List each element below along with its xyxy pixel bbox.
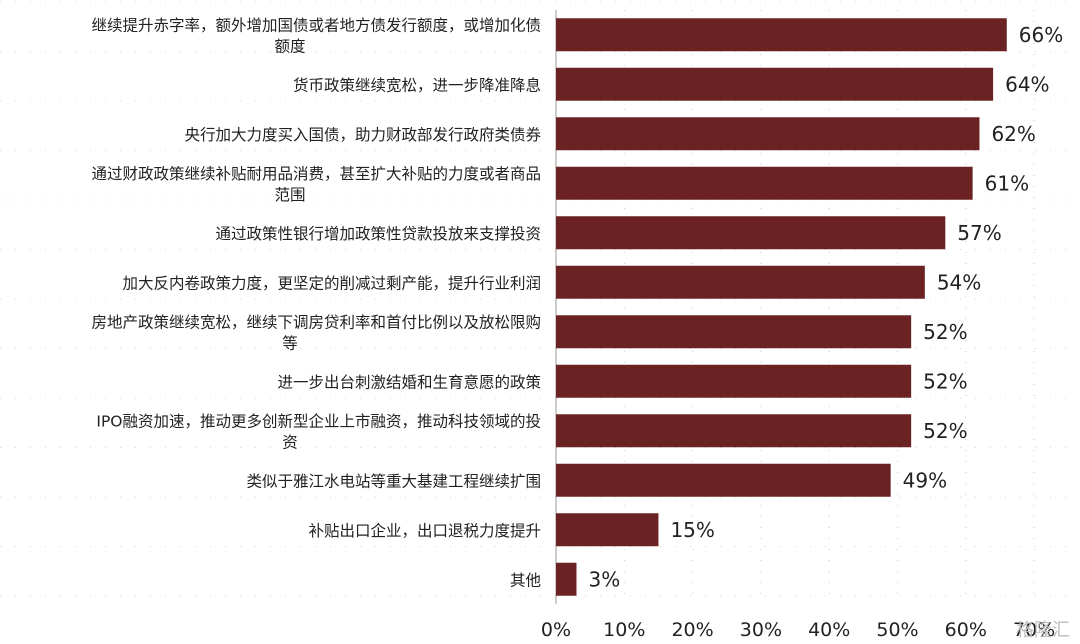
- value-label: 3%: [588, 567, 620, 591]
- x-tick-label: 0%: [541, 619, 571, 641]
- category-label: 资: [282, 433, 298, 451]
- x-tick-label: 60%: [945, 619, 987, 641]
- value-label: 64%: [1005, 72, 1049, 96]
- value-label: 61%: [985, 171, 1029, 195]
- value-labels: 66% 64% 62% 61% 57% 54% 52% 52% 52% 49% 15% 3%: [588, 23, 1063, 592]
- bar: [556, 562, 577, 596]
- watermark: 格隆汇: [1016, 620, 1070, 641]
- value-label: 54%: [937, 270, 981, 294]
- x-tick-label: 50%: [876, 619, 918, 641]
- x-tick-label: 20%: [671, 619, 713, 641]
- category-label: 通过政策性银行增加政策性贷款投放来支撑投资: [215, 225, 541, 243]
- bar: [556, 117, 980, 151]
- bar: [556, 18, 1007, 52]
- category-label: 额度: [274, 37, 305, 55]
- bar: [556, 265, 925, 299]
- category-label: 房地产政策继续宽松，继续下调房贷利率和首付比例以及放松限购: [91, 313, 541, 331]
- category-label: IPO融资加速，推动更多创新型企业上市融资，推动科技领域的投: [96, 412, 541, 430]
- category-label: 其他: [510, 571, 541, 589]
- bar: [556, 67, 994, 101]
- category-label: 等: [282, 334, 298, 352]
- x-tick-label: 10%: [603, 619, 645, 641]
- category-label: 类似于雅江水电站等重大基建工程继续扩围: [246, 472, 541, 490]
- gridlines: [0, 1, 1070, 604]
- value-label: 52%: [923, 419, 967, 443]
- x-tick-label: 30%: [740, 619, 782, 641]
- category-label: 加大反内卷政策力度，更坚定的削减过剩产能，提升行业利润: [122, 274, 541, 292]
- x-tick-labels: 0% 10% 20% 30% 40% 50% 60% 70%: [541, 619, 1055, 641]
- category-label: 范围: [274, 186, 305, 204]
- bar: [556, 315, 912, 349]
- bar: [556, 166, 973, 200]
- value-label: 57%: [957, 221, 1001, 245]
- category-label: 继续提升赤字率，额外增加国债或者地方债发行额度，或增加化债: [91, 16, 541, 34]
- category-labels: 继续提升赤字率，额外增加国债或者地方债发行额度，或增加化债额度货币政策继续宽松，…: [91, 16, 541, 589]
- category-label: 央行加大力度买入国债，助力财政部发行政府类债券: [184, 126, 541, 144]
- category-label: 进一步出台刺激结婚和生育意愿的政策: [277, 372, 541, 391]
- x-tick-label: 40%: [808, 619, 850, 641]
- value-label: 52%: [923, 369, 967, 393]
- bar: [556, 216, 946, 250]
- bar: [556, 513, 659, 547]
- value-label: 66%: [1019, 23, 1063, 47]
- category-label: 货币政策继续宽松，进一步降准降息: [293, 76, 541, 94]
- x-tick-label: 70%: [1013, 619, 1055, 641]
- bars: [556, 18, 1007, 596]
- bar: [556, 414, 912, 448]
- value-label: 49%: [903, 468, 947, 492]
- category-label: 补贴出口企业，出口退税力度提升: [308, 522, 541, 540]
- value-label: 15%: [670, 518, 714, 542]
- bar: [556, 364, 912, 398]
- value-label: 52%: [923, 320, 967, 344]
- value-label: 62%: [991, 122, 1035, 146]
- bar: [556, 463, 891, 497]
- category-label: 通过财政政策继续补贴耐用品消费，甚至扩大补贴的力度或者商品: [91, 165, 541, 183]
